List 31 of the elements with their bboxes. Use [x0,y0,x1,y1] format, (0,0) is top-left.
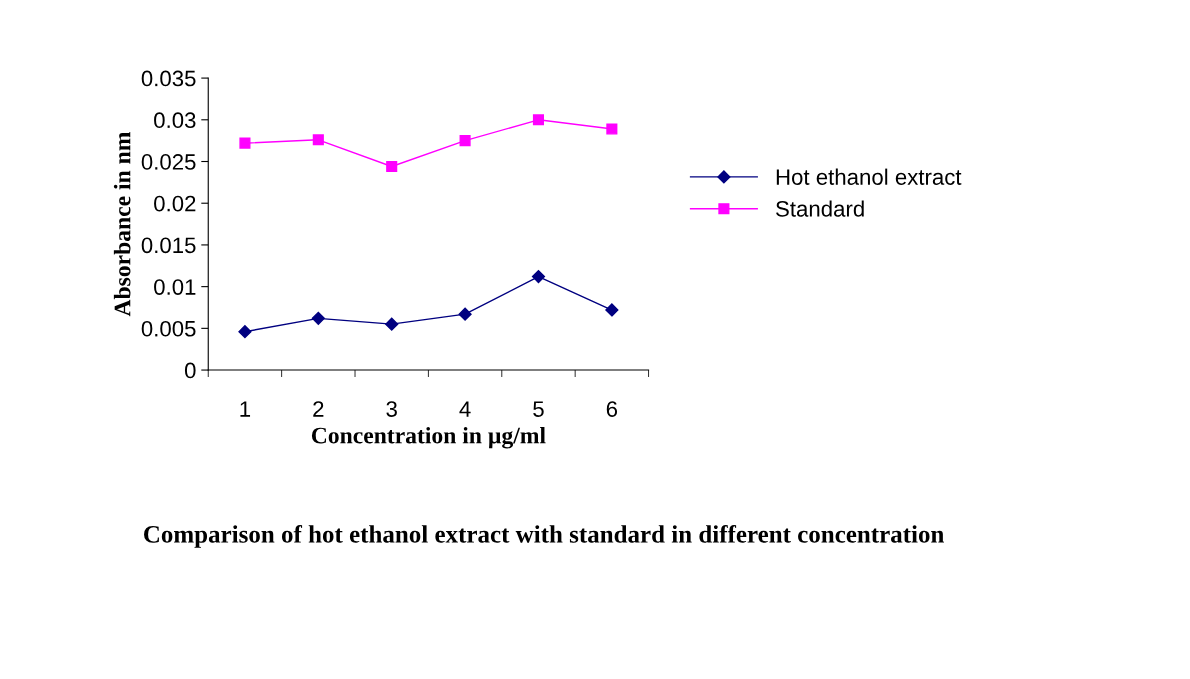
point [605,303,619,317]
point [458,307,472,321]
x-tick-label: 5 [533,401,544,417]
y-tick-label: 0.005 [141,320,196,337]
point [312,134,324,146]
point [385,317,399,331]
y-axis-title: Absorbance in nm [113,131,131,317]
y-tick-label: 0.025 [141,154,196,170]
y-tick-label: 0.035 [141,70,196,87]
x-tick-label: 4 [459,401,471,417]
text: Comparison of hot ethanol extract with standard in different concentration [144,524,945,548]
x-tick-label: 1 [240,401,251,417]
y-tick-label: 0.02 [154,195,196,212]
point [238,325,252,339]
y-tick-label: 0.03 [154,112,196,129]
x-tick-label: 6 [606,401,618,417]
y-tick-label: 0.015 [141,237,196,254]
y-tick-label: 0 [184,362,196,379]
point [606,123,618,135]
point [311,311,325,325]
x-tick-label: 3 [386,401,397,417]
legend-label: Standard [776,200,864,217]
point [239,137,251,149]
point [531,270,546,284]
y-tick-label: 0.01 [154,279,196,295]
x-axis-title: Concentration in µg/ml [311,426,546,449]
point [532,114,545,126]
x-tick-label: 2 [313,401,324,417]
point [459,135,471,147]
point [386,160,398,173]
legend-label: Hot ethanol extract [776,168,962,185]
